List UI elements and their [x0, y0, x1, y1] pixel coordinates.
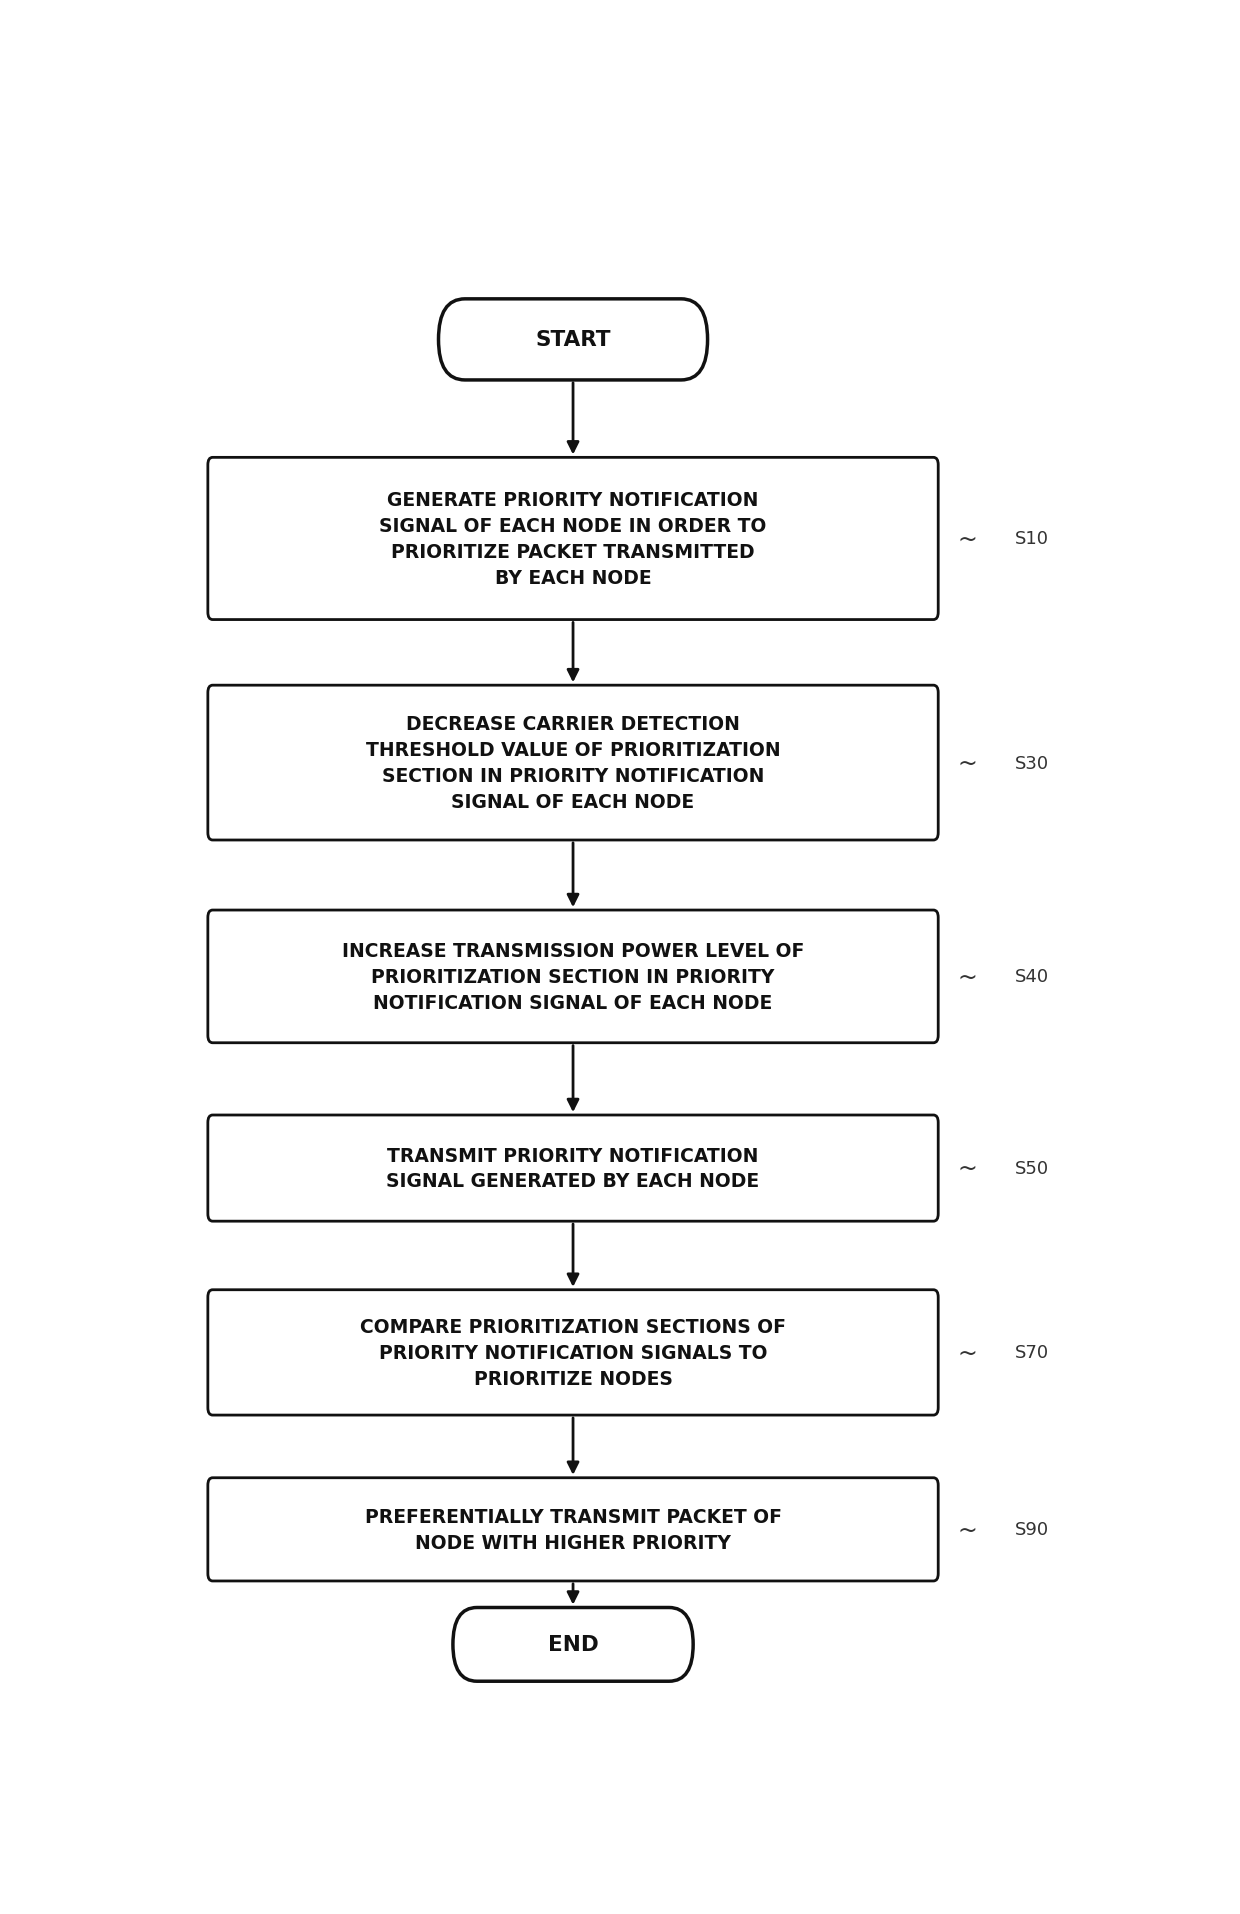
Text: START: START — [536, 331, 611, 350]
Text: S30: S30 — [1016, 754, 1049, 771]
Text: PREFERENTIALLY TRANSMIT PACKET OF
NODE WITH HIGHER PRIORITY: PREFERENTIALLY TRANSMIT PACKET OF NODE W… — [365, 1506, 781, 1552]
Text: END: END — [548, 1635, 599, 1654]
FancyBboxPatch shape — [208, 1116, 939, 1221]
Text: TRANSMIT PRIORITY NOTIFICATION
SIGNAL GENERATED BY EACH NODE: TRANSMIT PRIORITY NOTIFICATION SIGNAL GE… — [387, 1146, 760, 1191]
Text: COMPARE PRIORITIZATION SECTIONS OF
PRIORITY NOTIFICATION SIGNALS TO
PRIORITIZE N: COMPARE PRIORITIZATION SECTIONS OF PRIOR… — [360, 1317, 786, 1388]
FancyBboxPatch shape — [208, 1478, 939, 1581]
Text: GENERATE PRIORITY NOTIFICATION
SIGNAL OF EACH NODE IN ORDER TO
PRIORITIZE PACKET: GENERATE PRIORITY NOTIFICATION SIGNAL OF… — [379, 492, 766, 588]
FancyBboxPatch shape — [453, 1608, 693, 1680]
Text: DECREASE CARRIER DETECTION
THRESHOLD VALUE OF PRIORITIZATION
SECTION IN PRIORITY: DECREASE CARRIER DETECTION THRESHOLD VAL… — [366, 716, 780, 812]
FancyBboxPatch shape — [208, 685, 939, 840]
FancyBboxPatch shape — [208, 1290, 939, 1414]
FancyBboxPatch shape — [208, 457, 939, 620]
Text: ~: ~ — [957, 1340, 977, 1365]
Text: ~: ~ — [957, 1156, 977, 1181]
Text: INCREASE TRANSMISSION POWER LEVEL OF
PRIORITIZATION SECTION IN PRIORITY
NOTIFICA: INCREASE TRANSMISSION POWER LEVEL OF PRI… — [342, 942, 805, 1013]
Text: S50: S50 — [1016, 1160, 1049, 1177]
Text: S70: S70 — [1016, 1344, 1049, 1361]
Text: S10: S10 — [1016, 530, 1049, 547]
Text: S40: S40 — [1016, 968, 1049, 986]
FancyBboxPatch shape — [208, 911, 939, 1043]
Text: ~: ~ — [957, 526, 977, 551]
Text: S90: S90 — [1016, 1520, 1049, 1539]
Text: ~: ~ — [957, 1518, 977, 1541]
Text: ~: ~ — [957, 750, 977, 775]
FancyBboxPatch shape — [439, 300, 708, 381]
Text: ~: ~ — [957, 965, 977, 990]
